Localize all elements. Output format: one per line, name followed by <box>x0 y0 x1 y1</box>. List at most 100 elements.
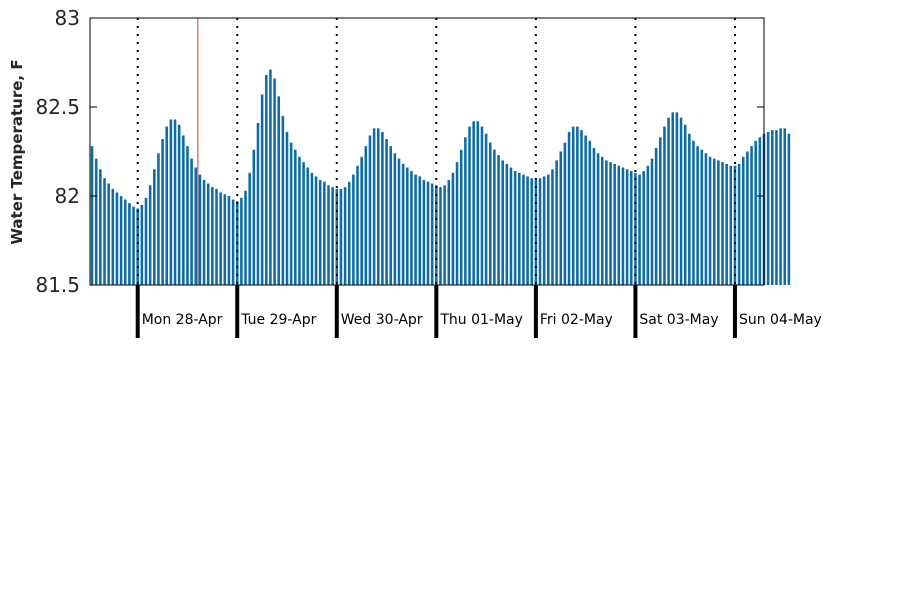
day-tick-label: Fri 02-May <box>540 312 613 328</box>
data-bar <box>264 74 268 286</box>
x-ticks-layer: Mon 28-Apr Tue 29-Apr Wed 30-Apr Thu 01-May… <box>135 285 822 338</box>
y-axis-label: Water Temperature, F <box>8 59 26 244</box>
data-bar <box>787 133 791 285</box>
data-bar <box>90 146 94 285</box>
data-bar <box>132 206 135 285</box>
data-bar <box>439 187 442 285</box>
data-bar <box>741 156 745 285</box>
data-bar <box>547 174 550 285</box>
data-bar <box>198 174 202 285</box>
data-bar <box>418 176 422 285</box>
data-bar <box>256 123 260 286</box>
day-tick-label: Thu 01-May <box>439 312 523 328</box>
data-bar <box>700 149 704 285</box>
data-bar <box>534 179 538 285</box>
data-bar <box>352 174 355 285</box>
data-bar <box>771 130 774 285</box>
data-bar <box>397 158 401 285</box>
data-bar <box>513 171 517 285</box>
data-bar <box>194 167 198 285</box>
data-bar <box>289 142 293 285</box>
day-separator-layer <box>136 18 736 285</box>
data-bar <box>410 171 413 285</box>
data-bar <box>327 185 330 285</box>
data-bar <box>119 196 123 285</box>
data-bar <box>592 147 596 285</box>
data-bar <box>634 172 637 285</box>
data-bar <box>779 128 782 285</box>
data-bar <box>298 156 301 285</box>
data-bar <box>584 135 587 285</box>
data-bar <box>227 196 231 285</box>
data-bar <box>385 139 388 285</box>
data-bar <box>497 155 500 285</box>
data-bar <box>459 149 463 285</box>
data-bar <box>679 117 683 286</box>
data-bar <box>617 165 621 285</box>
data-bar <box>721 162 724 285</box>
data-bar <box>414 174 417 285</box>
data-bar <box>642 171 645 285</box>
data-bar <box>443 185 446 285</box>
data-bar <box>688 133 691 285</box>
plot-frame <box>89 17 765 286</box>
data-bar <box>567 131 571 285</box>
data-bar <box>269 69 272 286</box>
data-bar <box>675 112 679 285</box>
data-bar <box>219 192 222 285</box>
data-bar <box>248 172 251 285</box>
bars-layer <box>90 69 791 286</box>
data-bar <box>505 163 509 285</box>
data-bar <box>148 185 152 285</box>
day-tick-label: Sat 03-May <box>639 312 718 328</box>
data-bar <box>211 187 214 285</box>
data-bar <box>94 158 98 285</box>
data-bar <box>563 142 567 285</box>
data-bar <box>331 187 334 285</box>
data-bar <box>472 121 475 286</box>
data-bar <box>650 158 654 285</box>
data-bar <box>717 160 720 285</box>
data-bar <box>493 149 496 285</box>
data-bar <box>128 203 131 285</box>
y-ticks-layer: 81.5 82 82.5 83 <box>35 6 764 297</box>
data-bar <box>252 149 256 285</box>
data-bar <box>339 188 343 285</box>
data-bar <box>430 183 434 285</box>
data-bar <box>530 178 534 285</box>
data-bar <box>733 165 737 285</box>
day-tick-label: Sun 04-May <box>739 312 822 328</box>
data-bar <box>136 208 139 285</box>
data-bar <box>285 131 289 285</box>
data-bar <box>451 172 455 285</box>
data-bar <box>775 130 778 285</box>
data-bar <box>140 204 144 285</box>
data-bar <box>335 188 339 285</box>
data-bar <box>600 156 604 285</box>
data-bar <box>99 169 102 285</box>
data-bar <box>393 153 397 285</box>
data-bar <box>708 156 712 285</box>
data-bar <box>422 179 426 285</box>
data-bar <box>704 153 708 285</box>
data-bar <box>571 126 575 285</box>
data-bar <box>542 176 546 285</box>
data-bar <box>588 140 592 285</box>
data-bar <box>629 171 633 285</box>
data-bar <box>696 146 699 285</box>
data-bar <box>115 192 119 285</box>
data-bar <box>667 117 670 286</box>
data-bar <box>576 126 579 285</box>
data-bar <box>372 128 376 285</box>
day-tick-label: Tue 29-Apr <box>240 312 316 328</box>
data-bar <box>692 140 695 285</box>
day-tick-label: Wed 30-Apr <box>341 312 423 328</box>
data-bar <box>190 158 193 285</box>
data-bar <box>551 169 554 285</box>
data-bar <box>177 124 181 285</box>
data-bar <box>406 167 409 285</box>
data-bar <box>182 135 185 285</box>
data-bar <box>646 165 650 285</box>
data-bar <box>364 146 368 285</box>
